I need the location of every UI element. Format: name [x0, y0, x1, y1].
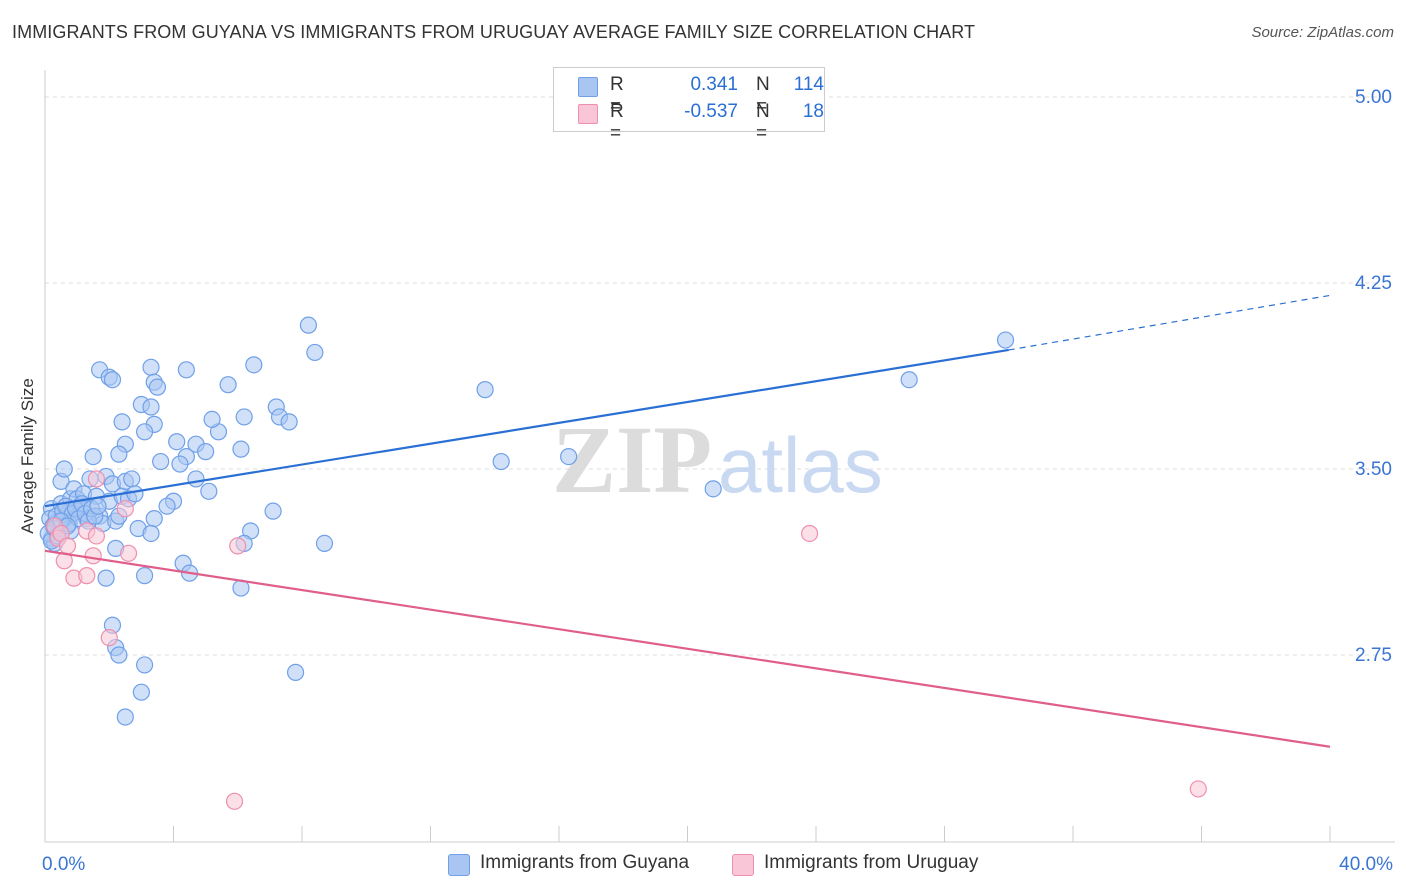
- uruguay-trend-line: [44, 549, 1331, 748]
- guyana-point: [492, 452, 510, 471]
- n-value: 114: [793, 74, 824, 95]
- legend-swatch-guyana: [448, 854, 470, 876]
- uruguay-point: [100, 629, 118, 647]
- y-tick-label: 3.50: [1355, 459, 1392, 480]
- guyana-point: [200, 482, 218, 500]
- guyana-point: [315, 534, 334, 553]
- guyana-trend-line: [44, 348, 1009, 508]
- guyana-point: [158, 497, 176, 515]
- guyana-point: [280, 413, 298, 431]
- guyana-point: [135, 567, 154, 585]
- guyana-point: [55, 460, 73, 478]
- guyana-point: [123, 470, 141, 488]
- guyana-point: [148, 378, 167, 396]
- legend-swatch-uruguay: [732, 854, 754, 876]
- legend-label-uruguay: Immigrants from Uruguay: [764, 852, 979, 873]
- legend-label-guyana: Immigrants from Guyana: [480, 852, 690, 873]
- guyana-point: [560, 448, 578, 466]
- grid: [45, 96, 1380, 656]
- guyana-point: [232, 440, 250, 458]
- uruguay-point: [119, 544, 138, 562]
- guyana-point: [110, 646, 128, 664]
- data-points: [39, 316, 1207, 810]
- guyana-point: [152, 452, 170, 471]
- guyana-point: [476, 381, 494, 399]
- guyana-point: [299, 316, 318, 334]
- guyana-trend-extension: [1008, 294, 1331, 351]
- uruguay-point: [116, 500, 134, 518]
- n-value: 18: [802, 101, 824, 122]
- guyana-point: [900, 371, 918, 389]
- uruguay-point: [800, 524, 819, 543]
- guyana-point: [197, 443, 215, 461]
- uruguay-point: [225, 792, 244, 810]
- uruguay-point: [84, 547, 102, 565]
- guyana-point: [306, 343, 324, 362]
- guyana-point: [110, 445, 128, 463]
- guyana-point: [103, 371, 122, 389]
- n-label: N =: [756, 101, 770, 144]
- guyana-point: [187, 470, 205, 488]
- guyana-point: [132, 683, 150, 701]
- watermark-zip: ZIP: [552, 406, 712, 513]
- stats-swatch-uruguay: [578, 104, 598, 124]
- uruguay-point: [1189, 780, 1207, 798]
- guyana-point: [142, 398, 160, 416]
- y-tick-label: 4.25: [1355, 273, 1392, 294]
- stats-legend-box: R = 0.341 N = 114 R = -0.537 N = 18: [553, 67, 825, 144]
- guyana-point: [126, 485, 144, 503]
- n-label: N =: [756, 74, 770, 117]
- chart-source: Source: ZipAtlas.com: [1251, 24, 1394, 41]
- guyana-point: [135, 423, 154, 441]
- guyana-point: [996, 331, 1015, 349]
- guyana-point: [264, 502, 282, 520]
- guyana-point: [89, 497, 107, 515]
- r-value: 0.341: [690, 74, 738, 95]
- guyana-point: [171, 455, 189, 473]
- guyana-point: [142, 358, 160, 376]
- uruguay-point: [229, 537, 247, 555]
- y-tick-label: 2.75: [1355, 645, 1392, 666]
- axes: [44, 70, 1395, 843]
- guyana-point: [84, 448, 102, 466]
- uruguay-point: [87, 527, 106, 545]
- trend-lines: [44, 294, 1331, 748]
- guyana-point: [97, 569, 115, 587]
- guyana-point: [113, 413, 131, 431]
- guyana-point: [245, 356, 263, 374]
- x-tick-label: 0.0%: [42, 854, 85, 875]
- y-tick-label: 5.00: [1355, 87, 1392, 108]
- guyana-point: [203, 410, 221, 428]
- uruguay-point: [78, 567, 96, 585]
- guyana-point: [235, 408, 253, 426]
- guyana-point: [286, 663, 305, 681]
- uruguay-point: [58, 537, 77, 555]
- r-label: R =: [610, 101, 624, 144]
- chart-title: IMMIGRANTS FROM GUYANA VS IMMIGRANTS FRO…: [12, 22, 976, 42]
- guyana-point: [704, 480, 722, 498]
- guyana-point: [168, 433, 186, 451]
- watermark-atlas: atlas: [718, 421, 883, 509]
- guyana-point: [145, 509, 163, 528]
- tick-labels: 5.00 4.25 3.50 2.75 0.0% 40.0%: [42, 87, 1393, 875]
- guyana-point: [116, 708, 134, 726]
- r-value: -0.537: [684, 101, 738, 122]
- stats-swatch-guyana: [578, 77, 598, 97]
- guyana-point: [177, 361, 195, 379]
- x-tick-label: 40.0%: [1339, 854, 1393, 875]
- guyana-point: [142, 524, 160, 543]
- r-label: R =: [610, 74, 624, 117]
- uruguay-point: [87, 470, 106, 488]
- guyana-point: [219, 376, 237, 394]
- guyana-point: [135, 656, 154, 674]
